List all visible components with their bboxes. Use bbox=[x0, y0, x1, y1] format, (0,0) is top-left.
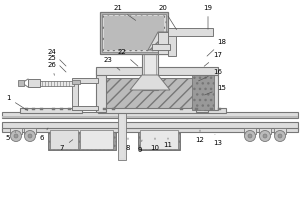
Text: 9: 9 bbox=[138, 140, 142, 153]
Bar bbox=[10, 128, 22, 134]
Bar bbox=[96, 67, 218, 75]
Bar bbox=[138, 128, 180, 150]
Bar bbox=[72, 80, 80, 84]
Bar bbox=[72, 78, 98, 83]
Circle shape bbox=[248, 134, 252, 138]
Bar bbox=[192, 72, 214, 110]
Circle shape bbox=[263, 134, 267, 138]
Text: 23: 23 bbox=[103, 57, 120, 70]
Bar bbox=[244, 128, 256, 134]
Bar bbox=[210, 108, 213, 110]
Text: 20: 20 bbox=[159, 5, 176, 30]
Text: 24: 24 bbox=[48, 49, 66, 66]
Bar bbox=[72, 80, 78, 110]
Circle shape bbox=[260, 130, 271, 142]
Bar bbox=[60, 108, 63, 110]
Circle shape bbox=[274, 130, 286, 142]
Polygon shape bbox=[158, 32, 168, 54]
Bar bbox=[104, 16, 164, 50]
Text: 22: 22 bbox=[118, 49, 138, 66]
Bar bbox=[102, 14, 166, 52]
Bar bbox=[195, 108, 198, 110]
Text: 8: 8 bbox=[126, 138, 130, 151]
Polygon shape bbox=[130, 75, 170, 90]
Bar bbox=[103, 108, 106, 110]
Circle shape bbox=[25, 130, 35, 142]
Text: 6: 6 bbox=[40, 128, 48, 141]
Text: 7: 7 bbox=[60, 140, 73, 151]
Bar bbox=[32, 108, 35, 110]
Text: 21: 21 bbox=[114, 5, 136, 20]
Circle shape bbox=[278, 134, 282, 138]
Bar bbox=[140, 130, 178, 149]
Bar bbox=[40, 108, 43, 110]
Circle shape bbox=[244, 130, 256, 142]
Bar bbox=[259, 128, 271, 134]
Bar bbox=[2, 116, 298, 118]
Text: 1: 1 bbox=[6, 95, 28, 111]
Bar bbox=[52, 108, 55, 110]
Bar bbox=[168, 28, 213, 36]
Bar bbox=[80, 130, 113, 149]
Bar bbox=[142, 48, 158, 90]
Bar bbox=[274, 128, 286, 134]
Bar bbox=[68, 108, 71, 110]
Circle shape bbox=[28, 134, 32, 138]
Bar bbox=[118, 100, 126, 160]
Text: 18: 18 bbox=[207, 39, 226, 56]
Bar bbox=[48, 128, 116, 150]
Text: 16: 16 bbox=[199, 69, 223, 81]
Bar bbox=[40, 81, 74, 86]
Bar bbox=[28, 79, 40, 87]
Text: 10: 10 bbox=[151, 138, 160, 151]
Bar bbox=[2, 122, 298, 130]
Text: 17: 17 bbox=[204, 52, 223, 66]
Bar bbox=[112, 108, 115, 110]
Bar bbox=[196, 70, 208, 112]
Bar bbox=[120, 102, 124, 158]
Polygon shape bbox=[148, 32, 168, 50]
Text: 26: 26 bbox=[48, 62, 56, 75]
Bar bbox=[144, 50, 156, 88]
Bar bbox=[96, 70, 106, 112]
Bar bbox=[204, 74, 218, 110]
Bar bbox=[50, 130, 78, 149]
Bar bbox=[25, 108, 28, 110]
Bar bbox=[2, 128, 298, 130]
Bar bbox=[20, 108, 82, 113]
Text: 19: 19 bbox=[203, 5, 212, 29]
Text: 15: 15 bbox=[205, 85, 226, 95]
Bar bbox=[24, 128, 36, 134]
Text: 25: 25 bbox=[48, 55, 66, 72]
Text: 5: 5 bbox=[6, 132, 16, 141]
Bar bbox=[2, 128, 298, 132]
Bar bbox=[2, 112, 298, 118]
Bar bbox=[98, 108, 226, 113]
Text: 11: 11 bbox=[164, 138, 172, 148]
Bar bbox=[72, 106, 98, 110]
Bar bbox=[218, 108, 221, 110]
Bar bbox=[168, 28, 176, 56]
Bar bbox=[152, 44, 170, 50]
Text: 12: 12 bbox=[196, 130, 204, 143]
Circle shape bbox=[11, 130, 22, 142]
Circle shape bbox=[14, 134, 18, 138]
Bar bbox=[180, 108, 183, 110]
Bar bbox=[100, 12, 168, 54]
Text: 13: 13 bbox=[214, 135, 223, 146]
Bar bbox=[76, 108, 79, 110]
Bar bbox=[100, 78, 200, 111]
Bar bbox=[18, 80, 24, 86]
